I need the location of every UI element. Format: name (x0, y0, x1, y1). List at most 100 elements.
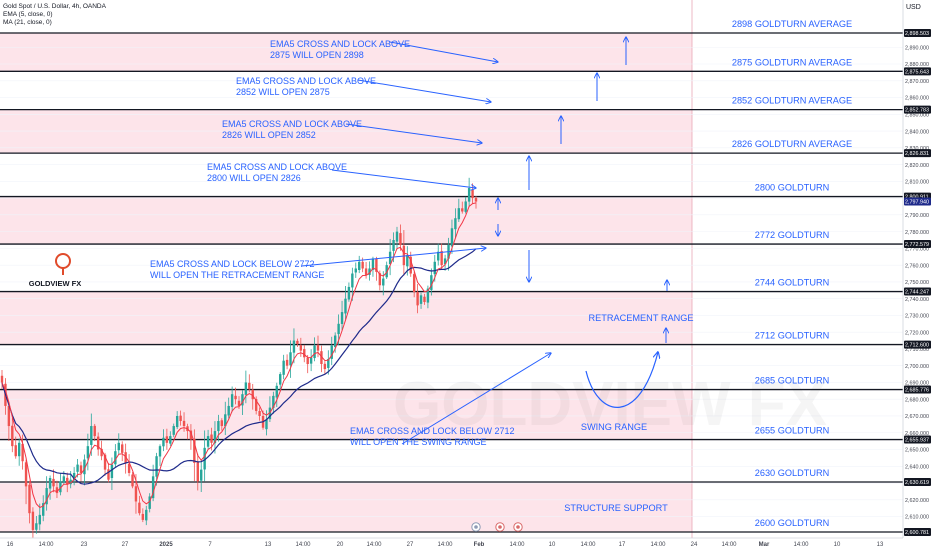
candle-body-6 (21, 443, 24, 462)
candle-body-33 (114, 451, 117, 465)
price-tick-7: 2,680.000 (905, 397, 929, 403)
annotation-line1-4[interactable]: EMA5 CROSS AND LOCK BELOW 2772 (150, 259, 315, 269)
event-flag-dot-1 (498, 525, 502, 529)
goldturn-levels[interactable]: 2898 GOLDTURN AVERAGE 2875 GOLDTURN AVERA… (0, 19, 903, 533)
price-tick-28: 2,890.000 (905, 45, 929, 51)
currency-label: USD (906, 4, 921, 11)
price-badge-0: 2,898.503 (905, 31, 929, 37)
candle-body-44 (151, 476, 155, 499)
candle-body-15 (52, 478, 55, 487)
price-tick-14: 2,750.000 (905, 280, 929, 286)
candle-body-19 (66, 477, 69, 485)
price-tick-20: 2,810.000 (905, 180, 929, 186)
candle-body-96 (330, 345, 333, 359)
annotation-line1-5[interactable]: EMA5 CROSS AND LOCK BELOW 2712 (350, 426, 515, 436)
candle-body-88 (303, 349, 306, 358)
candle-body-78 (268, 407, 272, 420)
moving-averages (1, 202, 477, 509)
candle-body-5 (17, 442, 21, 457)
candle-body-125 (430, 275, 433, 290)
level-label-3: 2826 GOLDTURN AVERAGE (732, 139, 852, 149)
annotation-line2-3[interactable]: 2800 WILL OPEN 2826 (207, 173, 301, 183)
pink-zone-2 (0, 196, 692, 245)
annotation-line1-2[interactable]: EMA5 CROSS AND LOCK ABOVE (222, 119, 362, 129)
time-axis[interactable]: 16 14:00 23 27 2025 7 13 14:00 20 14:00 27 14:00 Feb… (0, 537, 903, 550)
candle-body-7 (24, 462, 28, 487)
candle-body-82 (282, 360, 285, 375)
annotation-line1-0[interactable]: EMA5 CROSS AND LOCK ABOVE (270, 39, 410, 49)
candle-body-55 (189, 430, 193, 440)
time-tick-9: 14:00 (366, 542, 382, 548)
ema5-line (1, 202, 477, 509)
time-tick-2: 23 (81, 542, 88, 548)
candle-body-138 (474, 197, 478, 202)
price-tick-18: 2,790.000 (905, 213, 929, 219)
time-tick-15: 14:00 (580, 542, 596, 548)
time-axis-bg (0, 538, 903, 550)
candle-body-111 (382, 278, 385, 286)
candle-body-120 (412, 274, 416, 292)
indicator-ema-label[interactable]: EMA (5, close, 0) (3, 11, 53, 18)
range-label-2: STRUCTURE SUPPORT (564, 503, 668, 513)
candle-body-21 (72, 472, 76, 480)
candle-body-20 (69, 479, 72, 485)
candle-body-86 (296, 340, 299, 344)
range-label-1: SWING RANGE (581, 422, 647, 432)
candle-body-93 (320, 351, 323, 365)
price-axis[interactable]: 2,610.0002,620.0002,630.0002,640.0002,65… (902, 0, 932, 550)
price-badge-2: 2,852.783 (905, 108, 929, 114)
annotation-line2-2[interactable]: 2826 WILL OPEN 2852 (222, 130, 316, 140)
time-tick-4: 2025 (159, 542, 173, 548)
candle-body-12 (42, 503, 45, 516)
price-tick-8: 2,690.000 (905, 381, 929, 387)
time-tick-16: 17 (619, 542, 626, 548)
symbol-title: Gold Spot / U.S. Dollar, 4h, OANDA (3, 3, 106, 10)
price-tick-21: 2,820.000 (905, 163, 929, 169)
level-label-10: 2630 GOLDTURN (755, 468, 830, 478)
candle-body-128 (440, 250, 443, 266)
annotation-line2-5[interactable]: WILL OPEN THE SWING RANGE (350, 437, 487, 447)
candle-body-68 (234, 395, 237, 400)
price-tick-15: 2,760.000 (905, 263, 929, 269)
candle-body-24 (83, 459, 86, 475)
annotation-line2-0[interactable]: 2875 WILL OPEN 2898 (270, 50, 364, 60)
candle-body-61 (210, 434, 213, 443)
indicator-ma-label[interactable]: MA (21, close, 0) (3, 19, 52, 26)
time-tick-1: 14:00 (38, 542, 54, 548)
candle-body-121 (416, 291, 419, 306)
candle-body-90 (309, 357, 313, 364)
level-label-8: 2685 GOLDTURN (755, 376, 830, 386)
level-label-4: 2800 GOLDTURN (755, 183, 830, 193)
candle-body-85 (292, 340, 296, 353)
candle-body-115 (395, 231, 399, 242)
candle-body-52 (179, 415, 182, 422)
price-badge-12: 2,600.781 (905, 530, 929, 536)
candle-body-79 (272, 395, 275, 408)
annotation-line2-4[interactable]: WILL OPEN THE RETRACEMENT RANGE (150, 270, 324, 280)
event-flag-dot-2 (516, 525, 520, 529)
annotation-line1-1[interactable]: EMA5 CROSS AND LOCK ABOVE (236, 76, 376, 86)
candle-body-9 (31, 511, 35, 530)
candle-body-3 (11, 425, 14, 447)
logo-text: GOLDVIEW FX (29, 279, 82, 288)
time-tick-3: 27 (122, 542, 129, 548)
swing-curve-arrow (585, 352, 658, 408)
candle-body-34 (117, 442, 120, 451)
candle-body-27 (93, 425, 96, 437)
candle-body-77 (265, 419, 268, 430)
annotation-line1-3[interactable]: EMA5 CROSS AND LOCK ABOVE (207, 162, 347, 172)
candle-body-49 (169, 436, 172, 444)
level-label-9: 2655 GOLDTURN (755, 426, 830, 436)
event-icons[interactable] (471, 522, 523, 532)
price-axis-bg (903, 0, 932, 550)
price-badge-bg-10 (904, 435, 931, 444)
candle-body-72 (248, 382, 251, 390)
candle-body-26 (90, 426, 93, 445)
price-badge-7: 2,744.247 (905, 290, 929, 296)
candle-body-40 (138, 502, 141, 514)
annotation-line2-1[interactable]: 2852 WILL OPEN 2875 (236, 87, 330, 97)
candle-body-103 (354, 268, 357, 273)
